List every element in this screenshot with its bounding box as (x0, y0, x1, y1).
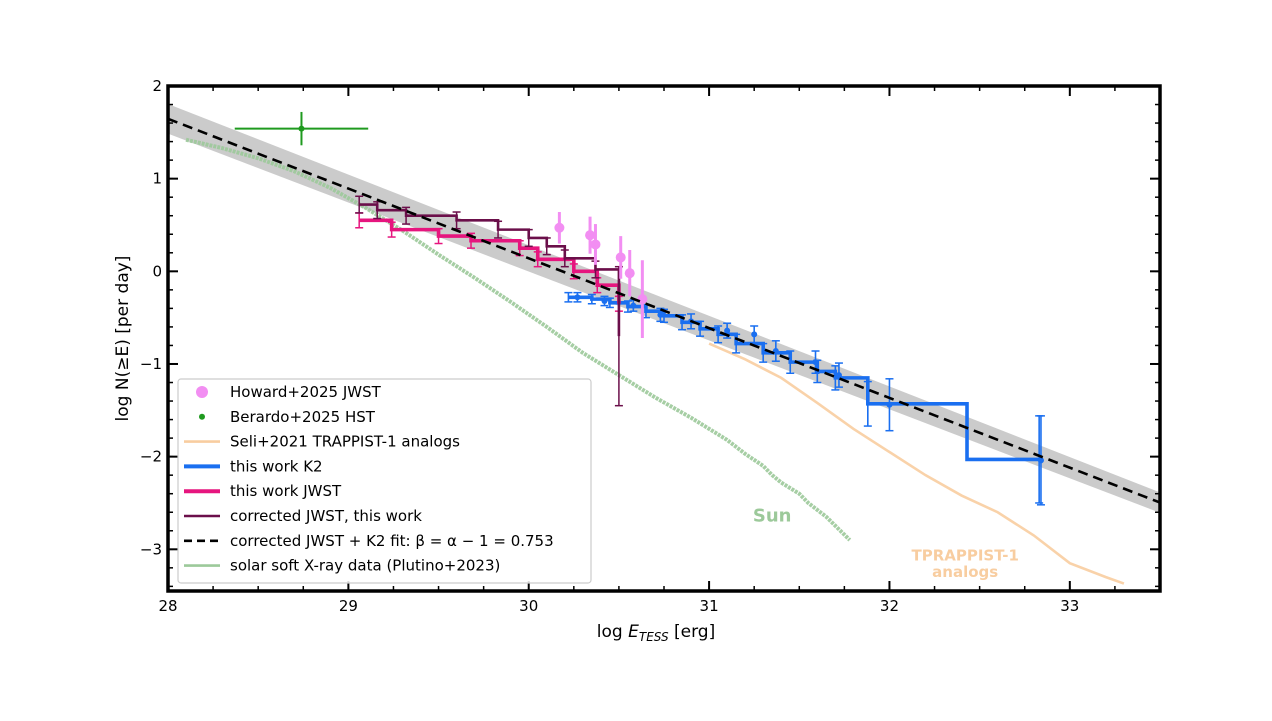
data-point (590, 239, 601, 250)
data-point (615, 252, 626, 263)
series-2 (564, 291, 1045, 506)
series-1 (708, 342, 1125, 585)
y-tick-label: −3 (140, 540, 162, 558)
legend-label: solar soft X-ray data (Plutino+2023) (230, 557, 500, 575)
legend-label: corrected JWST, this work (230, 507, 422, 525)
y-tick-label: −2 (140, 448, 162, 466)
data-point (630, 302, 637, 309)
data-point (554, 222, 565, 233)
legend: Howard+2025 JWST Berardo+2025 HST Seli+202… (177, 378, 592, 584)
legend-marker (199, 413, 205, 420)
fit-line-group (168, 117, 1160, 504)
data-point (835, 372, 842, 379)
series-5 (554, 212, 648, 339)
annotation-label: TPRAPPIST-1 (911, 546, 1018, 564)
axes: 28 29 30 31 32 33 −3 −2 −1 0 1 2 (140, 77, 1162, 615)
legend-label: corrected JWST + K2 fit: β = α − 1 = 0.7… (230, 532, 554, 550)
x-tick-label: 31 (700, 597, 719, 615)
data-point (1037, 457, 1044, 464)
legend-item: solar soft X-ray data (Plutino+2023) (184, 557, 500, 575)
legend-label: Seli+2021 TRAPPIST-1 analogs (230, 433, 460, 451)
data-point (574, 294, 581, 301)
legend-label: Howard+2025 JWST (230, 383, 382, 401)
x-tick-label: 28 (158, 597, 177, 615)
series-line (185, 137, 852, 542)
x-axis-label-var: E (628, 622, 639, 642)
legend-label: this work K2 (230, 457, 323, 475)
fit-line (168, 117, 1160, 504)
data-point (624, 268, 635, 279)
y-axis-label: log N(≥E) [per day] (113, 256, 133, 422)
x-axis-label-unit: [erg] (669, 622, 716, 642)
data-point (657, 311, 664, 318)
data-point (637, 294, 648, 305)
legend-marker (196, 386, 208, 398)
legend-box (177, 378, 592, 584)
data-point (751, 331, 758, 338)
series-step (568, 295, 1040, 462)
y-tick-label: 1 (152, 170, 162, 188)
series-line (708, 342, 1125, 585)
data-point (601, 297, 608, 304)
data-point (298, 125, 305, 132)
data-point (724, 327, 731, 334)
x-tick-label: 32 (880, 597, 899, 615)
legend-item: this work JWST (184, 482, 342, 500)
x-tick-label: 29 (339, 597, 358, 615)
legend-item: this work K2 (184, 457, 323, 475)
legend-label: this work JWST (230, 482, 342, 500)
series-0 (185, 137, 852, 542)
y-tick-label: 2 (152, 77, 162, 95)
legend-item: Howard+2025 JWST (196, 383, 382, 401)
legend-item: Berardo+2025 HST (199, 408, 376, 426)
annotation-label: analogs (932, 563, 998, 581)
legend-item: corrected JWST + K2 fit: β = α − 1 = 0.7… (184, 532, 554, 550)
x-tick-label: 33 (1060, 597, 1079, 615)
legend-label: Berardo+2025 HST (230, 408, 376, 426)
annotation-label: Sun (753, 506, 792, 527)
x-tick-label: 30 (519, 597, 538, 615)
x-axis-label-main: log (597, 622, 628, 642)
legend-item: Seli+2021 TRAPPIST-1 analogs (184, 433, 460, 451)
legend-item: corrected JWST, this work (184, 507, 422, 525)
y-tick-label: 0 (152, 262, 162, 280)
data-point (812, 359, 819, 366)
x-axis-label-sub: TESS (639, 630, 669, 644)
data-series (185, 111, 1125, 585)
x-axis-label: log ETESS [erg] (597, 622, 715, 644)
series-6 (234, 111, 369, 146)
y-tick-label: −1 (140, 355, 162, 373)
data-point (886, 401, 893, 408)
data-point (585, 230, 596, 241)
